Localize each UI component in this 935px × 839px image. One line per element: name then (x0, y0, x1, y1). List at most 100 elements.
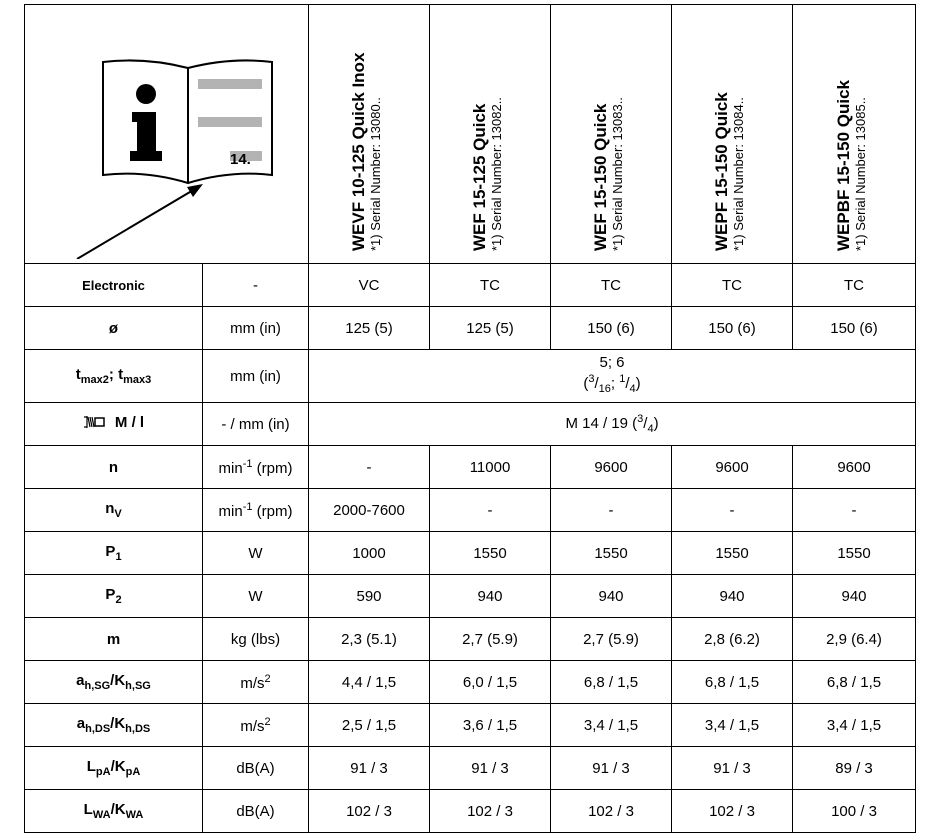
value-cell: 89 / 3 (792, 746, 916, 790)
param-label: P2 (24, 574, 203, 618)
value-cell: TC (792, 263, 916, 307)
value-cell: 2000-7600 (308, 488, 430, 532)
param-separator: / (110, 672, 115, 689)
param-label: M / l (24, 402, 203, 446)
value-cell-merged: M 14 / 19 (3/4) (308, 402, 916, 446)
param-symbol: n (105, 500, 115, 517)
value-cell: 1550 (429, 531, 551, 575)
value-cell: 6,8 / 1,5 (671, 660, 793, 704)
param-subscript: h,SG (125, 680, 151, 692)
model-serial: *1) Serial Number: 13080.. (368, 97, 383, 251)
value-cell: 2,7 (5.9) (429, 617, 551, 661)
value-cell: 9600 (792, 445, 916, 489)
value-cell: 102 / 3 (429, 789, 551, 833)
row-power-output: P2 W 590 940 940 940 940 (24, 574, 916, 618)
value-cell: 150 (6) (792, 306, 916, 350)
fraction-numerator: 1 (619, 373, 626, 385)
value-cell: 150 (6) (671, 306, 793, 350)
value-cell: 2,9 (6.4) (792, 617, 916, 661)
info-book-icon (76, 59, 273, 260)
param-separator: / (110, 758, 115, 775)
value-cell: 940 (671, 574, 793, 618)
value-cell: TC (550, 263, 672, 307)
unit-label: - / mm (in) (202, 402, 309, 446)
param-symbol: a (76, 715, 86, 732)
unit-label: m/s2 (202, 703, 309, 747)
param-label: ø (24, 306, 203, 350)
value-cell: 102 / 3 (308, 789, 430, 833)
param-symbol: K (114, 672, 126, 689)
value-cell: 3,4 / 1,5 (550, 703, 672, 747)
param-subscript: V (114, 508, 122, 520)
param-subscript: 1 (115, 551, 122, 563)
fraction-denominator: 16 (598, 383, 611, 395)
value-cell: - (550, 488, 672, 532)
value-cell: 6,8 / 1,5 (550, 660, 672, 704)
value-cell: 940 (429, 574, 551, 618)
unit-base: m/s (240, 674, 265, 692)
param-label: nV (24, 488, 203, 532)
value-cell: 4,4 / 1,5 (308, 660, 430, 704)
param-subscript: h,DS (125, 723, 151, 735)
param-symbol: K (114, 758, 126, 775)
value-cell: - (792, 488, 916, 532)
param-subscript: max3 (123, 374, 152, 386)
param-subscript: max2 (80, 374, 109, 386)
param-label: Electronic (24, 263, 203, 307)
value-cell: 125 (5) (429, 306, 551, 350)
value-cell: 3,4 / 1,5 (792, 703, 916, 747)
page-number-label: 14. (230, 151, 251, 168)
unit-exponent: 2 (264, 715, 271, 728)
row-sound-power: LWA/KWA dB(A) 102 / 3 102 / 3 102 / 3 10… (24, 789, 916, 833)
param-separator: / (110, 801, 115, 818)
technical-data-table: 14. WEVF 10-125 Quick Inox *1) Serial Num… (24, 4, 916, 833)
param-subscript: WA (125, 809, 144, 821)
param-label: tmax2; tmax3 (24, 349, 203, 403)
unit-label: dB(A) (202, 789, 309, 833)
unit-base: m/s (240, 717, 265, 735)
param-subscript: h,DS (85, 723, 111, 735)
model-serial: *1) Serial Number: 13082.. (489, 97, 504, 251)
value-cell: 3,4 / 1,5 (671, 703, 793, 747)
param-subscript: 2 (115, 594, 122, 606)
value-cell: 2,7 (5.9) (550, 617, 672, 661)
unit-exponent: -1 (242, 457, 253, 470)
value-cell: 940 (550, 574, 672, 618)
unit-label: W (202, 574, 309, 618)
model-name: WEVF 10-125 Quick Inox (349, 52, 368, 251)
value-cell: TC (671, 263, 793, 307)
model-name: WEPBF 15-150 Quick (834, 79, 853, 251)
unit-base: min (218, 502, 243, 520)
row-vibration-sg: ah,SG/Kh,SG m/s2 4,4 / 1,5 6,0 / 1,5 6,8… (24, 660, 916, 704)
unit-label: mm (in) (202, 306, 309, 350)
param-label: P1 (24, 531, 203, 575)
param-text: M / l (114, 413, 145, 431)
value-cell: 940 (792, 574, 916, 618)
unit-exponent: 2 (264, 672, 271, 685)
param-symbol: t (118, 366, 124, 383)
model-name: WEPF 15-150 Quick (712, 92, 731, 251)
param-subscript: pA (95, 766, 111, 778)
model-header-5: WEPBF 15-150 Quick *1) Serial Number: 130… (792, 4, 916, 264)
value-cell: 590 (308, 574, 430, 618)
row-max-thickness: tmax2; tmax3 mm (in) 5; 6 (3/16; 1/4) (24, 349, 916, 403)
unit-label: m/s2 (202, 660, 309, 704)
param-label: m (24, 617, 203, 661)
fraction-numerator: 3 (588, 373, 595, 385)
row-mass: m kg (lbs) 2,3 (5.1) 2,7 (5.9) 2,7 (5.9)… (24, 617, 916, 661)
param-symbol: t (75, 366, 81, 383)
param-label: LWA/KWA (24, 789, 203, 833)
value-cell: - (429, 488, 551, 532)
fraction-denominator: 4 (647, 423, 654, 435)
fraction-denominator: 4 (629, 383, 636, 395)
separator: ; (610, 375, 620, 392)
model-header-3: WEF 15-150 Quick *1) Serial Number: 13083… (550, 4, 672, 264)
value-cell: 6,0 / 1,5 (429, 660, 551, 704)
value-cell: - (671, 488, 793, 532)
param-separator: ; (108, 366, 119, 383)
fraction-numerator: 3 (637, 413, 644, 425)
value-cell: 100 / 3 (792, 789, 916, 833)
param-symbol: K (114, 715, 126, 732)
paren: ( (583, 375, 589, 392)
value-mm: 5; 6 (599, 354, 625, 371)
